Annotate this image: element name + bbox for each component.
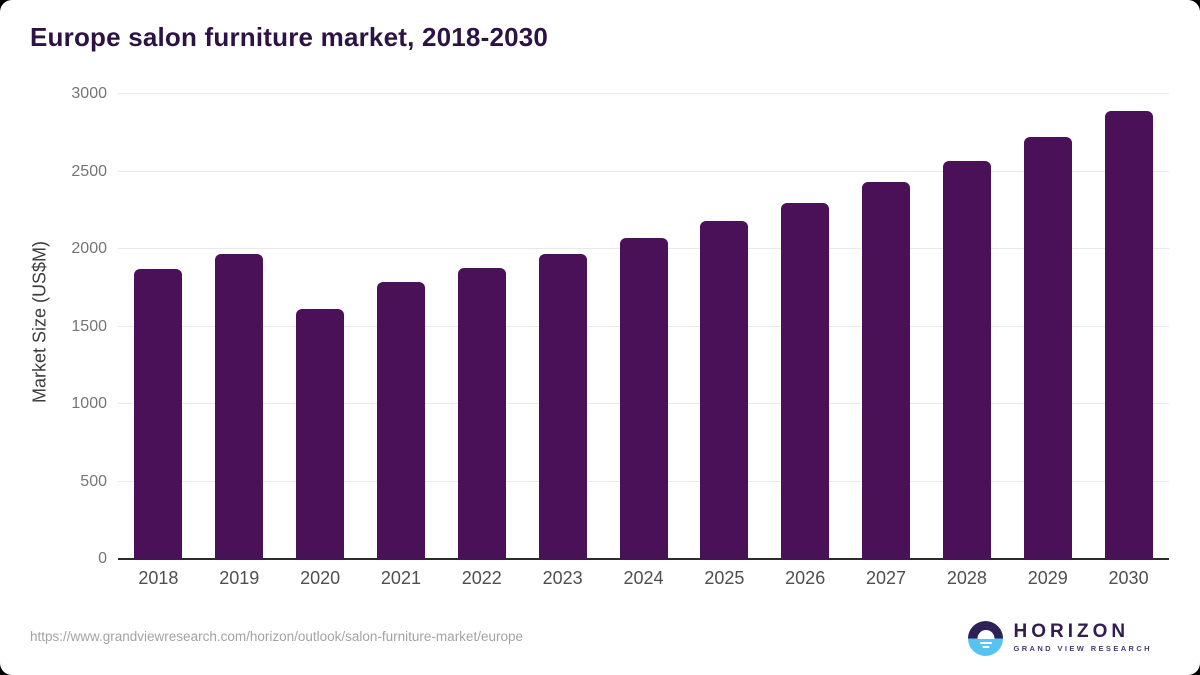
bar-2026 — [781, 202, 830, 559]
logo-wordmark: HORIZON — [1013, 621, 1130, 642]
x-tick-label-2027: 2027 — [866, 568, 907, 588]
x-tick-label-2018: 2018 — [138, 568, 179, 588]
bar-2018 — [134, 269, 183, 559]
bar-2029 — [1023, 137, 1072, 559]
sun-icon — [977, 629, 995, 639]
x-axis-line — [118, 558, 1169, 560]
x-tick-label-2020: 2020 — [300, 568, 341, 588]
x-tick-label-2021: 2021 — [380, 568, 421, 588]
logo-subtitle: GRAND VIEW RESEARCH — [1013, 644, 1152, 653]
bar-2021 — [376, 281, 425, 559]
bar-2030 — [1104, 111, 1153, 559]
y-tick-label-1000: 1000 — [71, 395, 107, 412]
y-tick-label-3000: 3000 — [71, 85, 107, 102]
x-tick-label-2024: 2024 — [623, 568, 664, 588]
plot-area — [118, 93, 1169, 560]
y-tick-label-1500: 1500 — [71, 317, 107, 335]
source-url: https://www.grandviewresearch.com/horizo… — [30, 629, 523, 644]
x-tick-label-2026: 2026 — [785, 568, 826, 588]
x-tick-label-2028: 2028 — [946, 568, 987, 588]
bar-2025 — [700, 221, 749, 559]
y-tick-label-500: 500 — [80, 472, 107, 490]
x-tick-label-2023: 2023 — [542, 568, 583, 588]
gridline-3000 — [118, 93, 1169, 94]
y-tick-label-2500: 2500 — [71, 162, 107, 180]
bar-2024 — [619, 238, 668, 559]
y-tick-label-0: 0 — [98, 550, 107, 567]
gridline-2500 — [118, 170, 1169, 172]
bar-2028 — [942, 160, 991, 559]
bar-2019 — [215, 253, 264, 559]
bar-2020 — [296, 309, 345, 559]
y-tick-label-2000: 2000 — [71, 240, 107, 257]
bar-2027 — [862, 182, 911, 559]
horizon-logo-icon — [968, 620, 1004, 656]
bar-2022 — [457, 267, 506, 559]
bar-2023 — [538, 253, 587, 559]
x-tick-label-2022: 2022 — [461, 568, 502, 588]
x-tick-label-2025: 2025 — [704, 568, 745, 588]
x-tick-label-2030: 2030 — [1108, 568, 1149, 588]
horizon-logo: HORIZON GRAND VIEW RESEARCH — [968, 619, 1152, 657]
x-tick-label-2019: 2019 — [219, 568, 260, 588]
chart-title: Europe salon furniture market, 2018-2030 — [30, 22, 549, 52]
x-tick-label-2029: 2029 — [1027, 568, 1068, 588]
